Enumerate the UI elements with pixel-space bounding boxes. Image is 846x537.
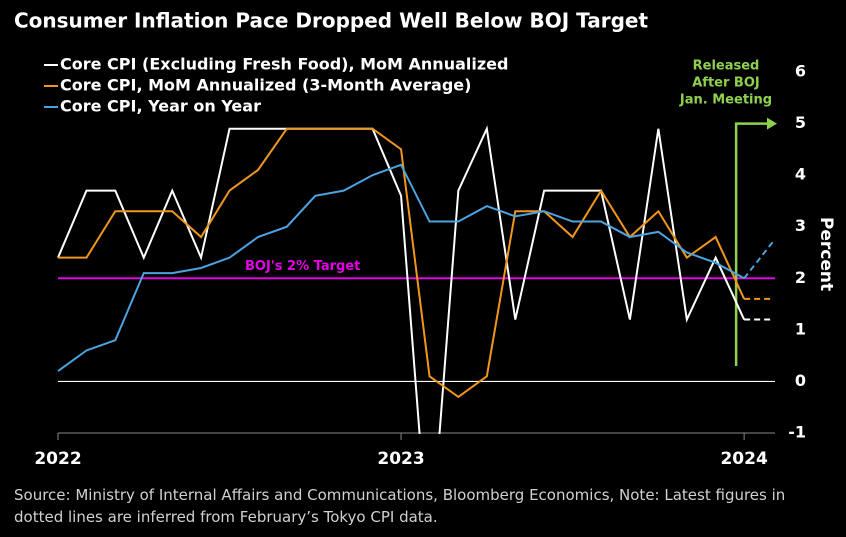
annotation-text: Released	[693, 59, 760, 74]
series-line	[57, 125, 746, 434]
series-line	[57, 163, 745, 372]
y-tick-label: 6	[795, 62, 806, 81]
y-tick-label: 3	[795, 216, 806, 235]
annotation-arrowhead	[767, 117, 777, 130]
target-label: BOJ's 2% Target	[245, 259, 360, 274]
y-tick-label: 5	[795, 113, 806, 132]
y-axis-label: Percent	[816, 217, 836, 291]
annotation-arrow	[734, 122, 771, 366]
y-tick-label: 0	[795, 371, 806, 390]
annotation-text: After BOJ	[692, 76, 759, 91]
legend-label: Core CPI, MoM Annualized (3-Month Averag…	[60, 76, 471, 95]
x-tick-label: 2023	[377, 449, 424, 469]
series-line	[58, 127, 746, 399]
chart: Consumer Inflation Pace Dropped Well Bel…	[14, 9, 836, 470]
plot-lines	[57, 125, 774, 434]
legend-label: Core CPI (Excluding Fresh Food), MoM Ann…	[60, 55, 508, 74]
legend-label: Core CPI, Year on Year	[60, 97, 261, 116]
chart-title: Consumer Inflation Pace Dropped Well Bel…	[14, 9, 648, 33]
annotation-text: Jan. Meeting	[679, 93, 772, 108]
y-tick-label: 2	[795, 268, 806, 287]
y-tick-label: 1	[795, 319, 806, 338]
source-note: Source: Ministry of Internal Affairs and…	[14, 486, 786, 526]
x-tick-label: 2024	[720, 449, 767, 469]
x-tick-label: 2022	[34, 449, 81, 469]
y-tick-label: 4	[795, 165, 806, 184]
series-line-inferred	[743, 241, 774, 279]
y-tick-label: -1	[788, 423, 806, 442]
